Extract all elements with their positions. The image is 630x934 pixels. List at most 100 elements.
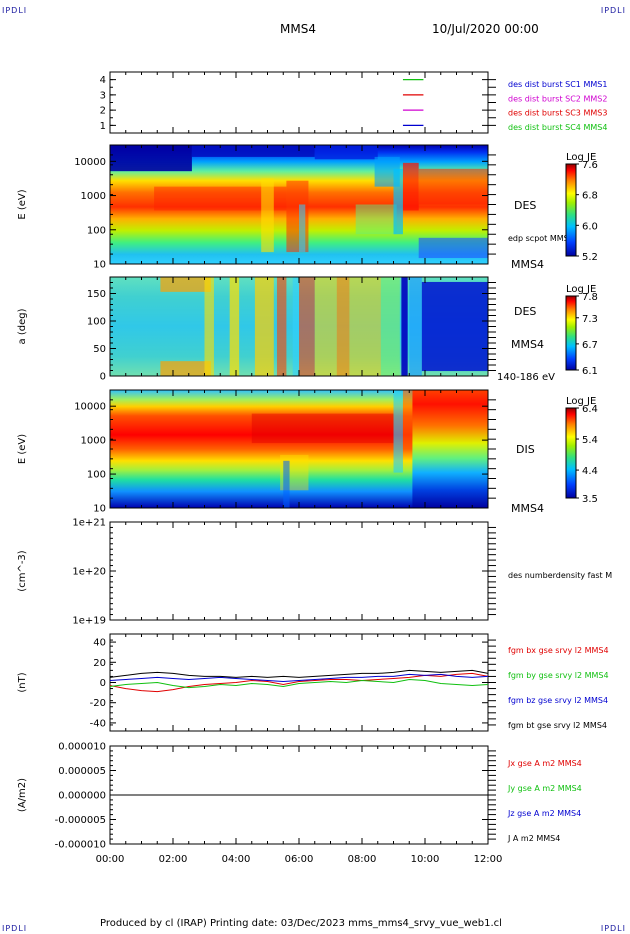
xaxis-tick-label: 08:00 — [348, 854, 377, 865]
magnetic-series-bt — [109, 669, 489, 678]
legend-magnetic-field: fgm by gse srvy l2 MMS4 — [508, 671, 609, 680]
legend-density: des numberdensity fast M — [508, 571, 612, 580]
dis-energy-instrument-label: DIS — [516, 443, 535, 456]
dis-energy-colorbar-label: 5.4 — [582, 435, 598, 446]
xaxis-tick-label: 06:00 — [285, 854, 314, 865]
panel-availability-frame — [109, 71, 489, 134]
current-density-ylabel: (A/m2) — [17, 778, 28, 812]
des-pitch-heatmap-structure — [276, 277, 287, 376]
spacecraft-title: MMS4 — [280, 22, 316, 36]
panel-des-energy-ytick-label: 10 — [93, 260, 106, 271]
panel-des-pitch-ytick-label: 50 — [93, 344, 106, 355]
des-energy-colorbar — [565, 163, 577, 257]
panel-density-frame — [109, 521, 489, 621]
dis-energy-heatmap-structure — [393, 390, 403, 473]
legend-availability: des dist burst SC4 MMS4 — [508, 123, 607, 132]
panel-current-density-ytick-label: 0.000010 — [58, 742, 106, 753]
des-pitch-colorbar-label: 6.1 — [582, 366, 598, 377]
multi-panel-plot: 4 3 2 1 des dist burst SC1 MMS1 des dist burs… — [17, 71, 612, 865]
legend-magnetic-field: fgm bt gse srvy l2 MMS4 — [508, 721, 607, 730]
panel-availability-ytick-label: 1 — [100, 121, 106, 132]
panel-density-ytick-label: 1e+20 — [72, 567, 106, 578]
panel-magnetic-field-ytick-label: -20 — [90, 698, 106, 709]
legend-availability: des dist burst SC2 MMS2 — [508, 94, 607, 103]
dis-energy-heatmap-structure — [402, 390, 413, 449]
dis-energy-heatmap-structure — [412, 390, 488, 508]
panel-current-density-ytick-label: 0.000000 — [58, 791, 106, 802]
des-pitch-colorbar-title: Log JE — [566, 284, 596, 295]
des-pitch-heatmap-structure — [336, 277, 350, 376]
des-pitch-colorbar-label: 7.8 — [582, 292, 598, 303]
panel-availability-ytick-label: 4 — [100, 75, 106, 86]
panel-magnetic-field-ytick-label: 20 — [93, 658, 106, 669]
corner-label-bottom-left: IPDLI — [2, 924, 28, 933]
des-pitch-heatmap-structure — [160, 361, 211, 376]
des-energy-colorbar-label: 6.0 — [582, 221, 598, 232]
panel-magnetic-field-frame — [109, 633, 489, 732]
panel-current-density-ytick-label: -0.000010 — [55, 840, 106, 851]
dis-energy-colorbar-label: 4.4 — [582, 466, 598, 477]
des-pitch-colorbar-label: 6.7 — [582, 340, 598, 351]
des-pitch-heatmap-structure — [314, 277, 381, 376]
corner-label-top-left: IPDLI — [2, 6, 28, 15]
des-pitch-heatmap-structure — [229, 277, 240, 376]
dis-energy-colorbar-label: 3.5 — [582, 494, 598, 505]
xaxis-tick-label: 04:00 — [222, 854, 251, 865]
des-energy-heatmap-structure — [110, 145, 192, 172]
des-energy-heatmap-structure — [402, 162, 419, 211]
panel-dis-energy-ytick-label: 10 — [93, 504, 106, 515]
des-energy-colorbar-label: 5.2 — [582, 252, 598, 263]
des-pitch-instrument-label: DES — [514, 305, 536, 318]
panel-density-ytick-label: 1e+21 — [72, 518, 106, 529]
des-energy-heatmap-structure — [299, 204, 306, 253]
panel-magnetic-field-ytick-label: 0 — [100, 678, 106, 689]
dis-energy-heatmap-structure — [251, 413, 394, 444]
panel-des-energy-ytick-label: 1000 — [81, 191, 106, 202]
des-pitch-heatmap-structure — [380, 277, 400, 376]
panel-dis-energy-ytick-label: 100 — [87, 470, 106, 481]
des-energy-colorbar-label: 6.8 — [582, 191, 598, 202]
des-energy-colorbar-title: Log JE — [566, 152, 596, 163]
des-pitch-heatmap-structure — [299, 277, 315, 376]
dis-energy-heatmap-structure — [283, 460, 290, 508]
corner-label-bottom-right: IPDLI — [600, 924, 626, 933]
des-pitch-energy-label: 140-186 eV — [497, 372, 555, 383]
des-pitch-heatmap-structure — [160, 277, 211, 292]
des-pitch-spacecraft-label: MMS4 — [511, 338, 544, 351]
des-energy-heatmap-structure — [191, 145, 315, 157]
footer-info: Produced by cl (IRAP) Printing date: 03/… — [100, 918, 502, 929]
des-energy-heatmap-structure — [355, 204, 397, 235]
des-energy-heatmap-structure — [154, 186, 287, 211]
des-pitch-heatmap-structure — [401, 277, 408, 376]
legend-magnetic-field: fgm bz gse srvy l2 MMS4 — [508, 696, 608, 705]
panel-availability-ytick-label: 2 — [100, 106, 106, 117]
magnetic-field-ylabel: (nT) — [17, 672, 28, 692]
dis-energy-spacecraft-label: MMS4 — [511, 502, 544, 515]
dis-energy-colorbar-label: 6.4 — [582, 404, 598, 415]
xaxis-tick-label: 10:00 — [411, 854, 440, 865]
xaxis-tick-label: 00:00 — [96, 854, 125, 865]
des-energy-instrument-label: DES — [514, 199, 536, 212]
des-pitch-colorbar — [565, 295, 577, 371]
panel-current-density-ytick-label: -0.000005 — [55, 815, 106, 826]
density-ylabel: (cm^-3) — [17, 550, 28, 591]
legend-availability: des dist burst SC1 MMS1 — [508, 80, 607, 89]
corner-label-top-right: IPDLI — [600, 6, 626, 15]
legend-current-density: Jz gse A m2 MMS4 — [507, 809, 581, 818]
panel-des-pitch-ytick-label: 150 — [87, 289, 106, 300]
legend-current-density: J A m2 MMS4 — [507, 834, 560, 843]
dis-energy-colorbar-title: Log JE — [566, 396, 596, 407]
dis-energy-colorbar — [565, 407, 577, 499]
des-pitch-heatmap-structure — [421, 281, 488, 372]
des-energy-colorbar-label: 7.6 — [582, 160, 598, 171]
legend-current-density: Jx gse A m2 MMS4 — [507, 759, 582, 768]
des-energy-ylabel: E (eV) — [17, 189, 28, 219]
des-energy-overlay-label: edp scpot MMS4 — [508, 234, 574, 243]
legend-magnetic-field: fgm bx gse srvy l2 MMS4 — [508, 646, 609, 655]
magnetic-series-by — [109, 678, 489, 689]
des-pitch-heatmap-structure — [204, 277, 214, 376]
des-pitch-colorbar-label: 7.3 — [582, 314, 598, 325]
panel-des-energy-ytick-label: 100 — [87, 225, 106, 236]
des-pitch-ylabel: a (deg) — [17, 308, 28, 344]
legend-availability: des dist burst SC3 MMS3 — [508, 109, 607, 118]
